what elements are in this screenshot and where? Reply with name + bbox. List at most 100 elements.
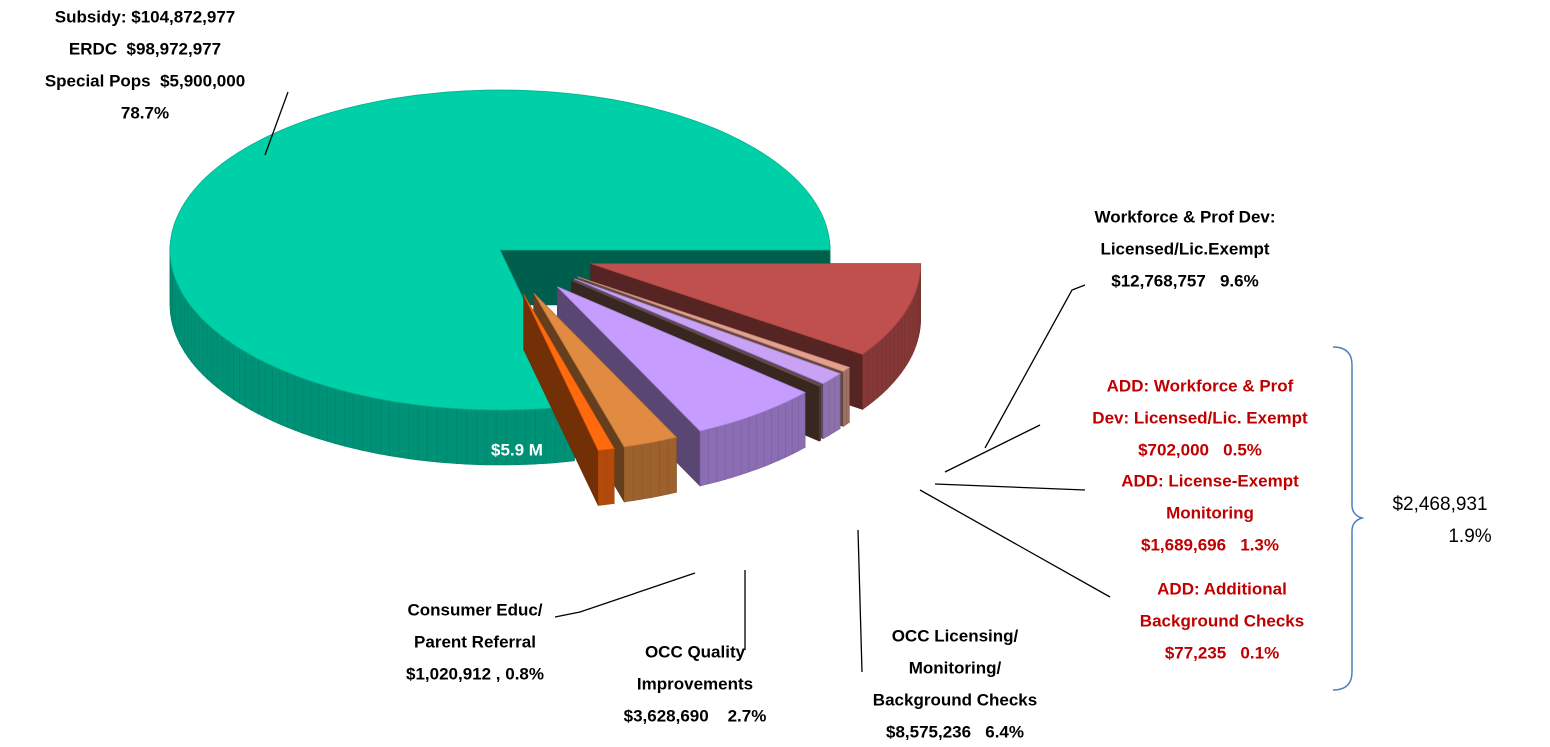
pie	[169, 89, 922, 506]
slice-side	[748, 413, 757, 473]
slice-label: Improvements	[637, 674, 753, 693]
leader-line	[857, 529, 863, 673]
slice-side	[842, 368, 847, 428]
slice-side	[310, 380, 320, 440]
value-label: $12,768,757 9.6%	[1111, 271, 1258, 290]
slice-side	[641, 442, 652, 500]
slice-side	[544, 407, 556, 464]
slice-side	[370, 396, 381, 455]
slice-side	[623, 445, 634, 503]
slice-side	[446, 407, 458, 464]
slice-label: Monitoring	[1166, 503, 1254, 522]
slice-side	[272, 365, 281, 425]
slice-side	[389, 400, 400, 458]
slice-label: Consumer Educ/	[407, 600, 542, 619]
slice-side	[822, 379, 830, 440]
slice-side	[785, 398, 793, 458]
value-label: $1,689,696 1.3%	[1141, 535, 1279, 554]
slice-side	[890, 325, 895, 387]
slice-side	[909, 299, 913, 360]
slice-side	[770, 405, 779, 464]
value-label: $8,575,236 6.4%	[886, 722, 1024, 741]
slice-side	[417, 404, 428, 462]
leader-line	[934, 483, 1086, 491]
slice-side	[258, 358, 266, 419]
slice-side	[179, 288, 183, 349]
slice-side	[763, 408, 772, 467]
slice-side	[326, 385, 337, 445]
slice-side	[605, 448, 615, 505]
slice-label: ADD: Workforce & Prof	[1107, 376, 1294, 395]
slice	[523, 294, 615, 451]
slice-side	[732, 419, 742, 478]
value-label: $77,235 0.1%	[1165, 643, 1279, 662]
slice-side	[862, 349, 869, 410]
slice-side	[597, 449, 607, 506]
leader-line	[919, 489, 1111, 598]
slice-label: Special Pops $5,900,000	[45, 71, 245, 90]
slice-label: Subsidy: $104,872,977	[55, 7, 236, 26]
slice-side	[202, 319, 208, 380]
slice	[169, 89, 831, 411]
value-label: 78.7%	[121, 103, 169, 122]
slice-side	[650, 440, 660, 499]
slice-side	[216, 331, 223, 393]
slice-side	[194, 310, 200, 372]
slice-side	[436, 406, 448, 464]
slice-label: Parent Referral	[414, 632, 536, 651]
slice	[574, 278, 842, 385]
slice-side	[227, 339, 234, 400]
slice-side	[427, 405, 438, 463]
slice-side	[344, 390, 354, 449]
slice	[557, 286, 806, 432]
slice	[577, 276, 851, 372]
slice-side	[335, 388, 345, 447]
slice-side	[286, 371, 296, 431]
slice-side	[904, 307, 908, 370]
inner-label: $5.9 M	[491, 440, 543, 459]
leader-line	[264, 91, 289, 156]
slice-side	[791, 395, 800, 455]
slice-label: OCC Licensing/	[892, 626, 1019, 645]
slice-label: Workforce & Prof Dev:	[1094, 207, 1275, 226]
bracket-total: $2,468,931	[1392, 494, 1487, 515]
slice	[533, 292, 678, 448]
slice-side	[778, 401, 786, 461]
slice-side	[251, 355, 259, 415]
slice-side	[239, 347, 246, 408]
slice-side	[818, 385, 821, 442]
slice-side	[845, 366, 850, 425]
slice-label: ERDC $98,972,977	[69, 39, 221, 58]
slice-side	[881, 333, 887, 395]
slice-side	[740, 416, 750, 476]
slice-side	[906, 303, 911, 366]
slice-side	[798, 391, 806, 452]
slice-side	[181, 291, 186, 354]
slice-label: Background Checks	[1140, 611, 1304, 630]
slice-label: ADD: License-Exempt	[1121, 471, 1299, 490]
slice-label: ADD: Additional	[1157, 579, 1287, 598]
leader-line	[984, 284, 1086, 449]
slice-side	[187, 301, 192, 363]
slice-side	[632, 443, 643, 501]
slice-side	[245, 351, 253, 412]
slice-side	[191, 305, 196, 367]
slice-side	[211, 327, 218, 389]
slice	[590, 263, 922, 355]
bracket-percent: 1.9%	[1448, 526, 1491, 547]
slice-side	[724, 421, 734, 480]
slice-side	[177, 283, 180, 344]
slice-side	[716, 424, 726, 483]
slice	[571, 279, 822, 387]
slice-side	[877, 338, 883, 399]
value-label: $1,020,912 , 0.8%	[406, 664, 544, 683]
slice-side	[222, 335, 229, 396]
slice-side	[361, 395, 372, 453]
slice-side	[894, 321, 899, 383]
slice-side	[897, 316, 902, 378]
slice-side	[834, 373, 841, 433]
slice-side	[900, 312, 905, 374]
slice-side	[318, 383, 328, 442]
slice-side	[886, 329, 891, 391]
